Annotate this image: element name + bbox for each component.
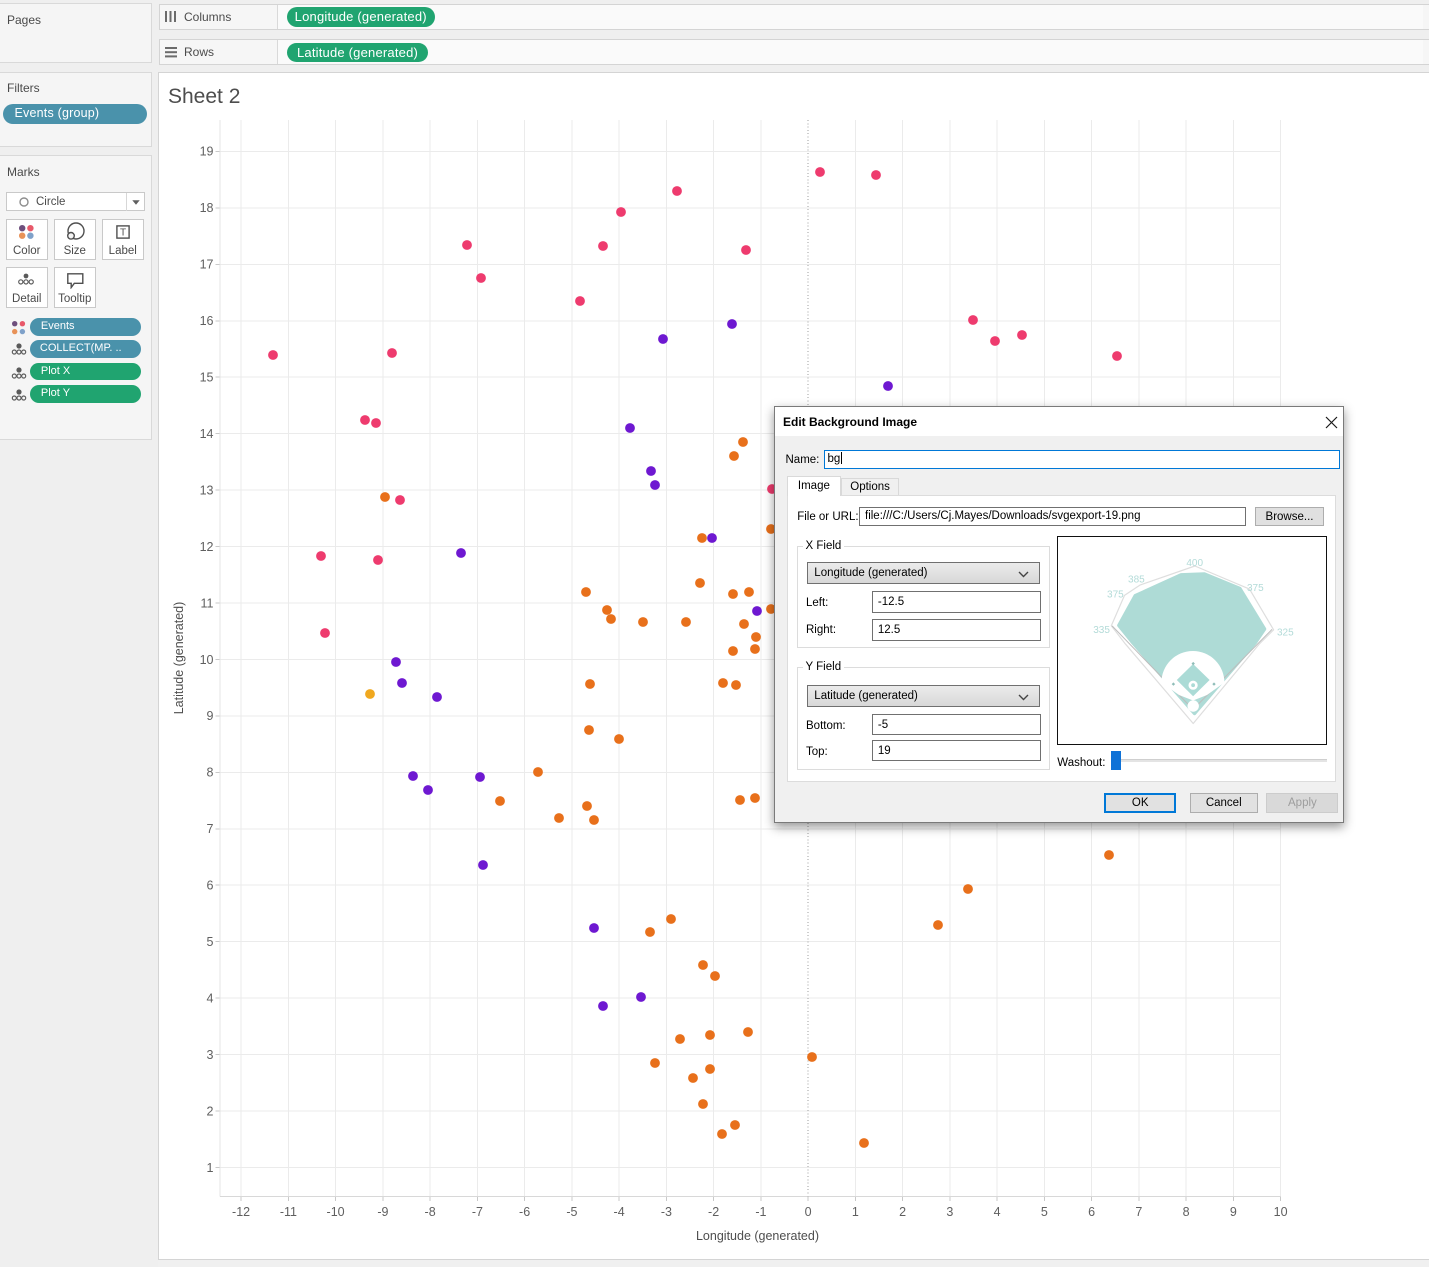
svg-text:375: 375 xyxy=(1107,589,1124,600)
svg-text:335: 335 xyxy=(1093,625,1110,636)
svg-text:19: 19 xyxy=(200,145,214,159)
svg-text:6: 6 xyxy=(1088,1205,1095,1219)
svg-text:-9: -9 xyxy=(377,1205,388,1219)
svg-text:16: 16 xyxy=(200,314,214,328)
svg-text:-11: -11 xyxy=(280,1205,297,1219)
svg-text:T: T xyxy=(120,228,126,239)
svg-text:13: 13 xyxy=(200,483,214,497)
svg-text:11: 11 xyxy=(201,596,214,610)
svg-text:0: 0 xyxy=(805,1205,812,1219)
svg-text:1: 1 xyxy=(852,1205,859,1219)
svg-text:9: 9 xyxy=(1230,1205,1237,1219)
svg-text:8: 8 xyxy=(207,766,214,780)
svg-text:-12: -12 xyxy=(232,1205,250,1219)
svg-text:1: 1 xyxy=(207,1161,214,1175)
svg-text:2: 2 xyxy=(207,1104,214,1118)
svg-text:325: 325 xyxy=(1277,627,1294,638)
svg-text:7: 7 xyxy=(207,822,214,836)
svg-text:-1: -1 xyxy=(755,1205,766,1219)
svg-text:-6: -6 xyxy=(519,1205,530,1219)
svg-text:375: 375 xyxy=(1247,583,1264,594)
svg-text:-7: -7 xyxy=(472,1205,483,1219)
svg-text:-4: -4 xyxy=(614,1205,625,1219)
svg-text:10: 10 xyxy=(1274,1205,1288,1219)
svg-text:3: 3 xyxy=(946,1205,953,1219)
svg-text:6: 6 xyxy=(207,879,214,893)
svg-text:15: 15 xyxy=(200,371,214,385)
svg-text:7: 7 xyxy=(1135,1205,1142,1219)
svg-text:3: 3 xyxy=(207,1048,214,1062)
svg-text:-5: -5 xyxy=(566,1205,577,1219)
svg-text:Longitude (generated): Longitude (generated) xyxy=(696,1229,819,1243)
svg-text:4: 4 xyxy=(994,1205,1001,1219)
svg-text:-3: -3 xyxy=(661,1205,672,1219)
svg-text:-2: -2 xyxy=(708,1205,719,1219)
svg-text:14: 14 xyxy=(200,427,214,441)
svg-text:4: 4 xyxy=(207,991,214,1005)
svg-text:2: 2 xyxy=(899,1205,906,1219)
svg-text:Latitude (generated): Latitude (generated) xyxy=(172,602,186,715)
svg-text:9: 9 xyxy=(207,709,214,723)
svg-text:5: 5 xyxy=(207,935,214,949)
svg-text:385: 385 xyxy=(1128,574,1145,585)
svg-text:12: 12 xyxy=(200,540,214,554)
svg-text:10: 10 xyxy=(200,653,214,667)
svg-text:18: 18 xyxy=(200,201,214,215)
svg-text:-10: -10 xyxy=(327,1205,345,1219)
svg-text:400: 400 xyxy=(1186,558,1203,569)
svg-text:17: 17 xyxy=(200,258,214,272)
svg-text:-8: -8 xyxy=(425,1205,436,1219)
svg-text:5: 5 xyxy=(1041,1205,1048,1219)
svg-text:8: 8 xyxy=(1183,1205,1190,1219)
